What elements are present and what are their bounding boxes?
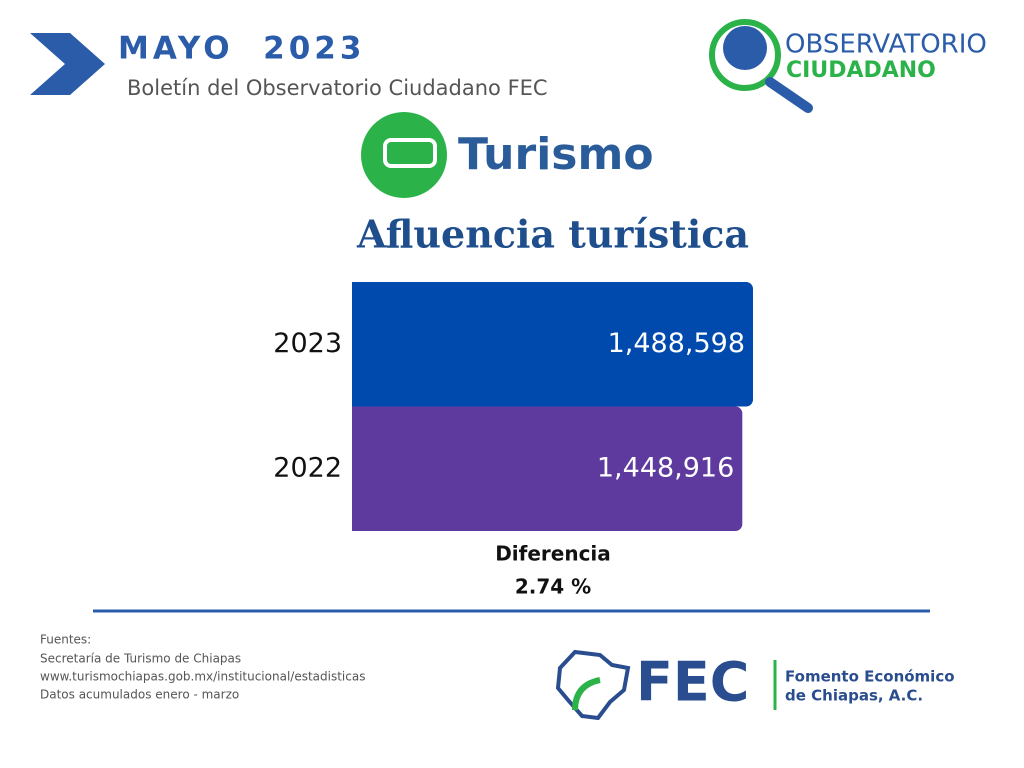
logo-line1: OBSERVATORIO [785,30,987,60]
source-line: Datos acumulados enero - marzo [40,688,239,702]
fec-acronym: FEC [636,651,749,714]
difference-value: 2.74 % [515,575,591,599]
difference-label: Diferencia [495,542,611,566]
bar [352,406,743,531]
source-line: www.turismochiapas.gob.mx/institucional/… [40,670,365,684]
section-icon [361,112,447,198]
section-title: Turismo [458,129,654,180]
logo-ring [709,19,781,91]
fec-arrow [572,677,601,711]
chart: 2023 1,488,598 2022 1,448,916 [273,282,753,531]
value-label: 1,448,916 [597,452,734,483]
category-label: 2023 [273,328,342,359]
source-line: Secretaría de Turismo de Chiapas [40,652,241,666]
header-title: MAYO 2023 [118,31,365,67]
bar-left-edge [352,282,362,407]
bar-left-edge [352,406,362,531]
section-icon-bus [383,138,437,168]
logo-line2: CIUDADANO [786,58,936,83]
logo-icon [723,26,767,70]
chart-title: Afluencia turística [356,212,749,257]
header-subtitle: Boletín del Observatorio Ciudadano FEC [127,76,548,100]
observatorio-logo: OBSERVATORIO CIUDADANO [709,19,987,113]
fec-line2: de Chiapas, A.C. [785,687,923,705]
header-arrow [30,33,105,95]
fec-line1: Fomento Económico [785,668,955,686]
fec-logo: FEC Fomento Económico de Chiapas, A.C. [555,649,955,721]
bar [352,282,753,407]
fec-map [555,649,631,721]
category-label: 2022 [273,452,342,483]
value-label: 1,488,598 [608,328,745,359]
source-line: Fuentes: [40,633,91,647]
logo-handle [765,77,813,113]
